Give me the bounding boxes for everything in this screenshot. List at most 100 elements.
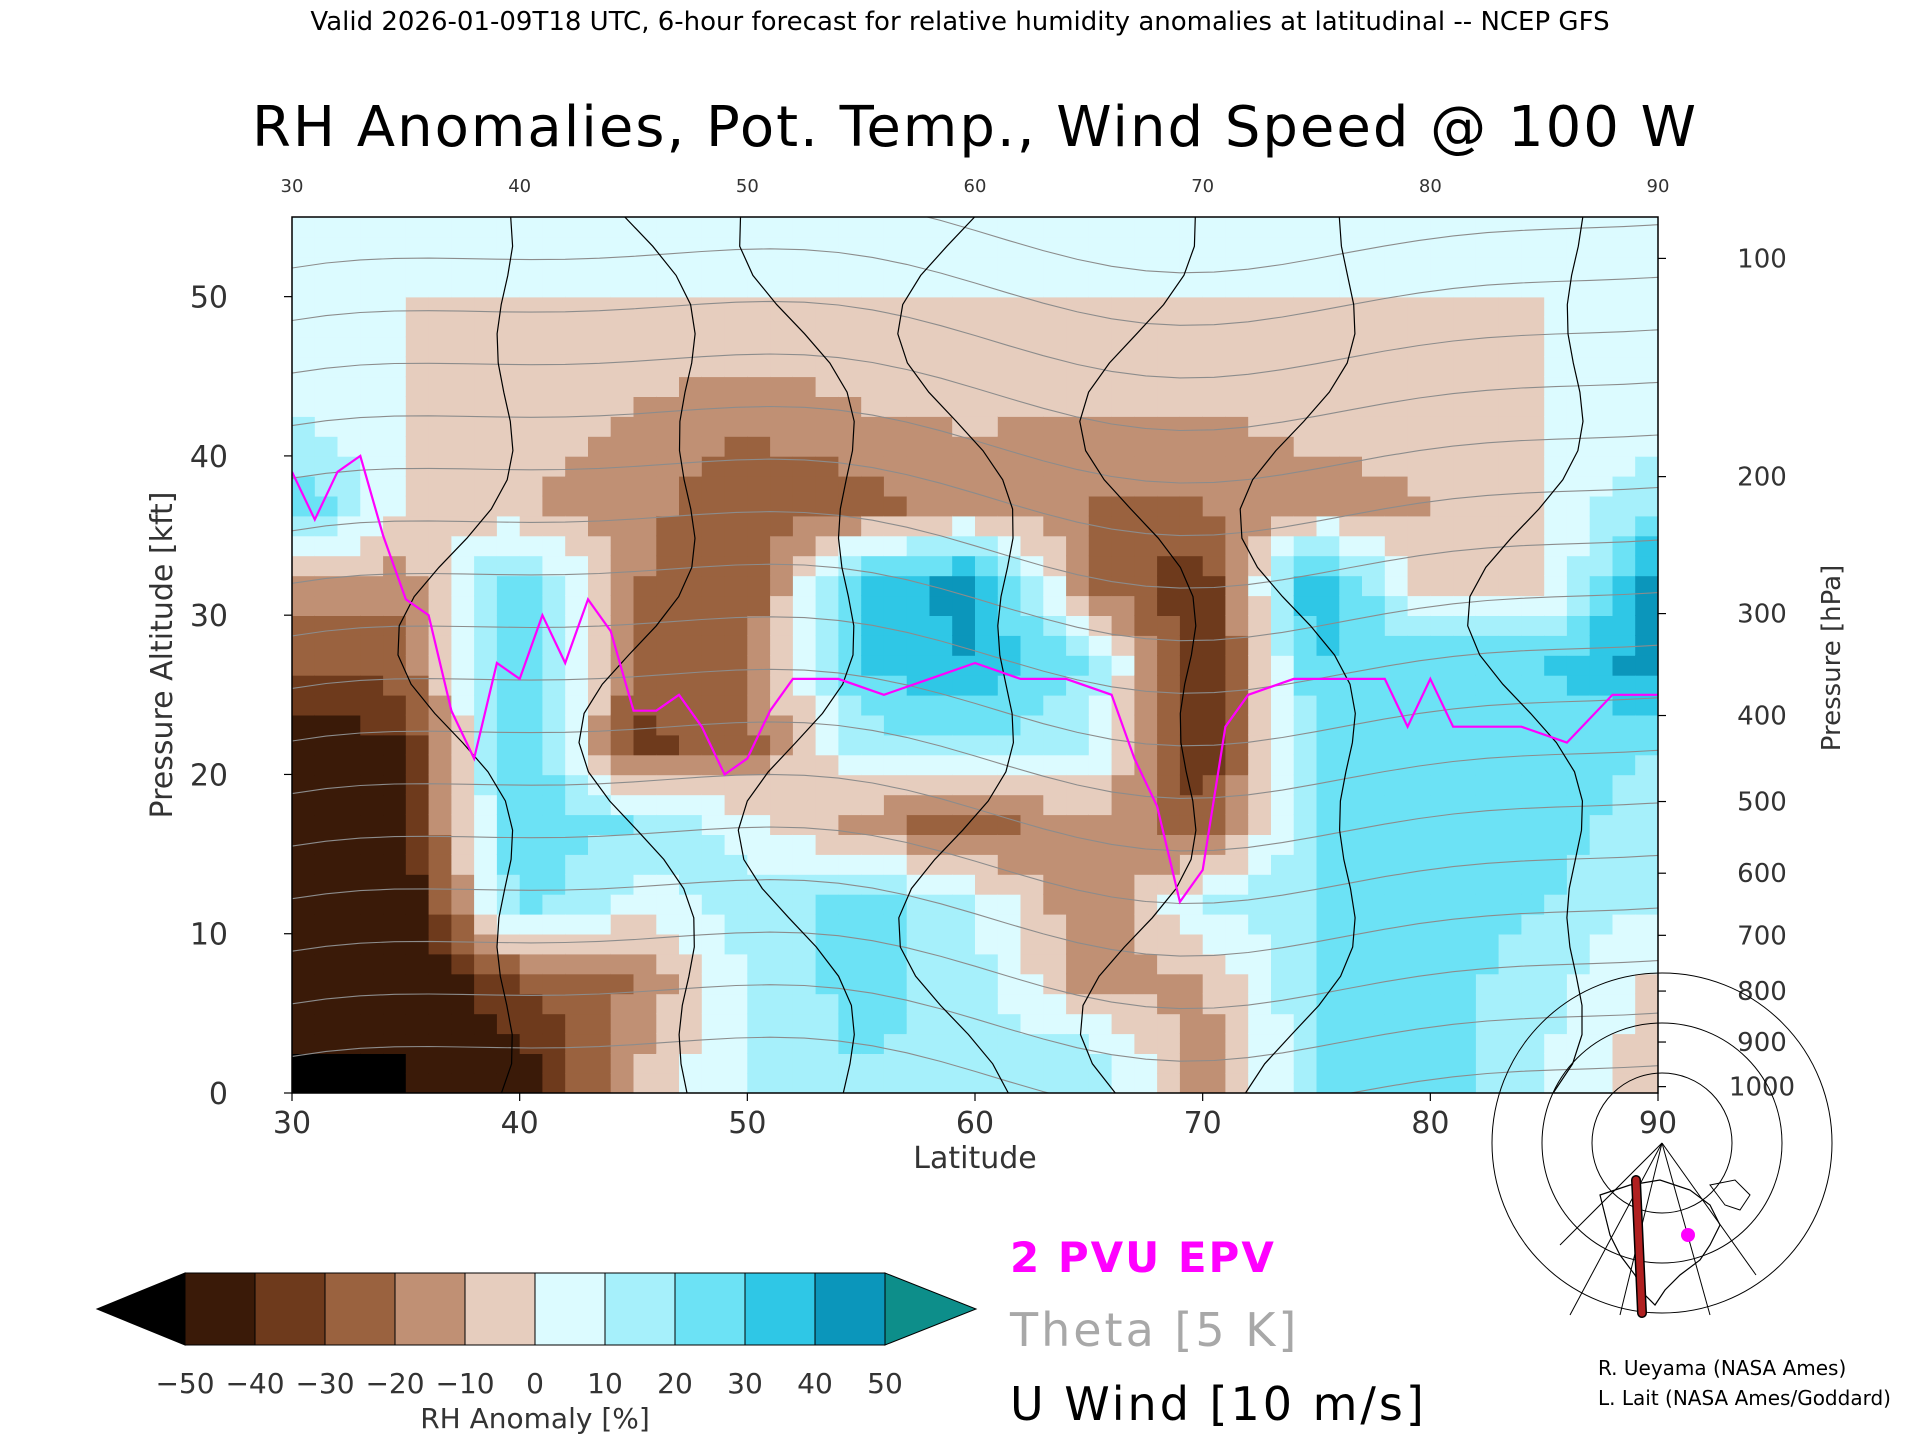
rh-cell [1134, 396, 1158, 417]
rh-cell [1202, 475, 1227, 497]
rh-cell [1225, 635, 1249, 656]
rh-cell [906, 396, 931, 417]
rh-cell [792, 296, 817, 318]
rh-cell [542, 256, 566, 278]
rh-cell [314, 714, 339, 736]
rh-cell [952, 1033, 976, 1054]
rh-cell [1384, 256, 1409, 278]
rh-cell [929, 1013, 954, 1035]
rh-cell [1271, 794, 1295, 816]
rh-cell [542, 834, 566, 855]
rh-cell [747, 794, 771, 816]
rh-cell [565, 575, 589, 597]
rh-cell [701, 475, 726, 497]
rh-cell [428, 933, 453, 955]
rh-cell [997, 893, 1022, 915]
rh-cell [1293, 993, 1318, 1015]
rh-cell [360, 814, 384, 835]
rh-cell [496, 555, 521, 577]
rh-cell [1339, 754, 1363, 776]
rh-cell [929, 455, 954, 477]
rh-cell [883, 336, 908, 358]
rh-cell [1521, 436, 1545, 457]
rh-cell [861, 714, 885, 736]
rh-cell [1111, 973, 1136, 995]
rh-cell [883, 535, 908, 557]
rh-cell [815, 874, 840, 895]
rh-cell [1475, 1033, 1500, 1054]
rh-cell [838, 714, 862, 736]
rh-cell [1111, 913, 1136, 935]
rh-cell [565, 973, 589, 995]
rh-cell [1566, 794, 1591, 816]
rh-cell [383, 336, 407, 358]
rh-cell [861, 296, 885, 318]
rh-cell [1589, 1033, 1614, 1054]
rh-cell [815, 794, 840, 816]
rh-cell [1134, 555, 1158, 577]
rh-cell [906, 336, 931, 358]
rh-cell [610, 455, 635, 477]
rh-cell [565, 993, 589, 1015]
rh-cell [1020, 993, 1045, 1015]
rh-cell [975, 754, 999, 776]
rh-cell [633, 416, 658, 437]
rh-cell [1271, 455, 1295, 477]
rh-cell [1088, 734, 1113, 756]
rh-cell [474, 973, 498, 995]
rh-cell [792, 714, 817, 736]
rh-cell [633, 933, 658, 955]
rh-cell [770, 416, 794, 437]
rh-cell [428, 714, 453, 736]
rh-cell [1020, 635, 1045, 656]
rh-cell [1544, 436, 1568, 457]
rh-cell [428, 1073, 453, 1093]
rh-cell [1589, 893, 1614, 915]
rh-cell [906, 236, 931, 258]
rh-cell [1612, 555, 1637, 577]
rh-cell [1521, 455, 1545, 477]
rh-cell [1475, 316, 1500, 338]
rh-cell [1225, 475, 1249, 497]
rh-cell [496, 913, 521, 935]
rh-cell [1043, 276, 1067, 298]
rh-cell [906, 475, 931, 497]
rh-cell [929, 734, 954, 756]
rh-cell [747, 236, 771, 258]
rh-cell [633, 1073, 658, 1093]
rh-cell [1566, 734, 1591, 756]
rh-cell [428, 754, 453, 776]
rh-cell [997, 754, 1022, 776]
rh-cell [1407, 316, 1432, 338]
rh-cell [815, 396, 840, 417]
rh-cell [519, 834, 544, 855]
rh-cell [1475, 734, 1500, 756]
rh-cell [1202, 953, 1227, 975]
rh-cell [519, 276, 544, 298]
rh-cell [1134, 336, 1158, 358]
rh-cell [792, 356, 817, 378]
rh-cell [1612, 913, 1637, 935]
rh-cell [1589, 754, 1614, 776]
rh-cell [519, 734, 544, 756]
rh-cell [906, 694, 931, 716]
rh-cell [1066, 874, 1090, 895]
rh-cell [1066, 734, 1090, 756]
rh-cell [724, 834, 749, 855]
rh-cell [451, 615, 475, 636]
rh-cell [792, 774, 817, 796]
rh-cell [1225, 396, 1249, 417]
rh-cell [1088, 615, 1113, 636]
rh-cell [383, 1053, 407, 1074]
rh-cell [542, 674, 566, 696]
rh-cell [1020, 1013, 1045, 1035]
colorbar-tick-label: 0 [526, 1367, 544, 1400]
rh-cell [1544, 475, 1568, 497]
rh-cell [314, 774, 339, 796]
rh-cell [906, 893, 931, 915]
rh-cell [792, 515, 817, 537]
rh-cell [1544, 1053, 1568, 1074]
rh-cell [1430, 953, 1454, 975]
rh-cell [975, 475, 999, 497]
rh-cell [1544, 217, 1568, 238]
